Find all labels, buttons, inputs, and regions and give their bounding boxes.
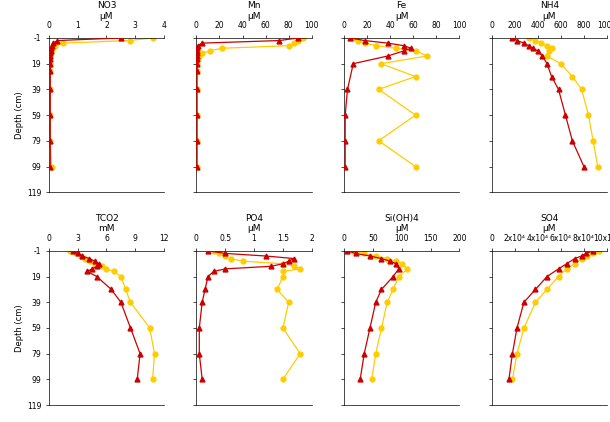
Y-axis label: Depth (cm): Depth (cm)	[15, 91, 24, 139]
Title: Mn
μM: Mn μM	[247, 1, 261, 21]
Title: SO4
μM: SO4 μM	[540, 214, 559, 233]
Y-axis label: Depth (cm): Depth (cm)	[15, 304, 24, 352]
Title: PO4
μM: PO4 μM	[245, 214, 263, 233]
Title: TCO2
mM: TCO2 mM	[95, 214, 118, 233]
Title: NH4
μM: NH4 μM	[540, 1, 559, 21]
Title: Fe
μM: Fe μM	[395, 1, 409, 21]
Title: Si(OH)4
μM: Si(OH)4 μM	[384, 214, 419, 233]
Title: NO3
μM: NO3 μM	[97, 1, 117, 21]
